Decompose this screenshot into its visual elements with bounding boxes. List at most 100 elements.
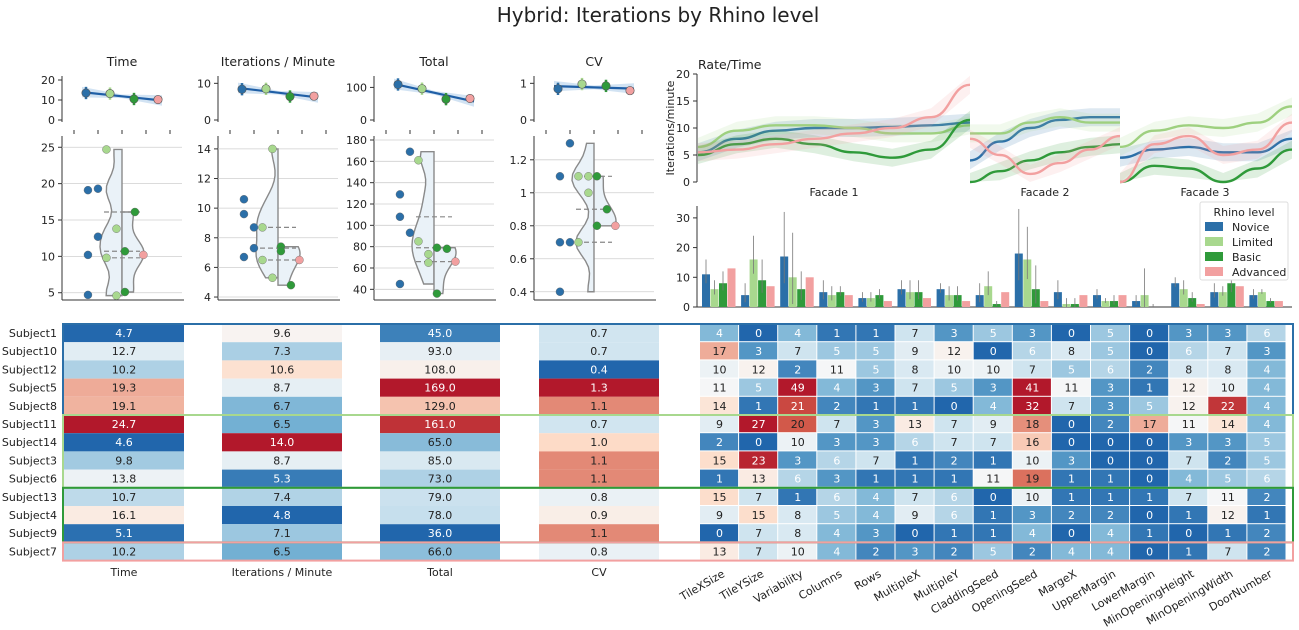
metric-cell bbox=[64, 342, 184, 361]
mean-point-limited bbox=[417, 84, 427, 94]
param-cell-value: 3 bbox=[872, 436, 879, 449]
param-cell-value: 5 bbox=[1263, 436, 1270, 449]
param-cell bbox=[934, 415, 973, 433]
param-cell-value: 6 bbox=[1107, 363, 1114, 376]
param-cell bbox=[1169, 415, 1208, 433]
param-cell bbox=[1091, 433, 1130, 451]
param-cell bbox=[1051, 342, 1090, 360]
bar-limited bbox=[827, 295, 836, 307]
param-cell bbox=[856, 487, 895, 505]
y-tick-label: 140 bbox=[346, 177, 367, 190]
param-cell bbox=[1012, 360, 1051, 378]
metric-cell-value: 5.1 bbox=[115, 527, 133, 540]
rate-y-tick-label: 20 bbox=[676, 68, 690, 81]
param-cell-value: 0 bbox=[1146, 454, 1153, 467]
param-column-label: TileXSize bbox=[677, 567, 727, 604]
y-tick-label: 20 bbox=[41, 178, 55, 191]
mean-point-novice bbox=[393, 79, 403, 89]
param-cell bbox=[1012, 324, 1051, 342]
point-novice bbox=[555, 287, 565, 296]
line-basic bbox=[1119, 148, 1293, 184]
subject-label: Subject4 bbox=[9, 509, 57, 522]
param-cell bbox=[1208, 342, 1247, 360]
param-cell bbox=[739, 415, 778, 433]
point-advanced bbox=[139, 250, 148, 260]
bar-advanced bbox=[766, 286, 775, 307]
param-cell-value: 18 bbox=[1025, 418, 1039, 431]
point-limited bbox=[584, 172, 593, 181]
param-cell-value: 1 bbox=[990, 509, 997, 522]
param-cell-value: 1 bbox=[1185, 509, 1192, 522]
param-cell bbox=[1130, 487, 1169, 505]
param-cell bbox=[1051, 378, 1090, 396]
point-novice bbox=[405, 228, 415, 238]
param-cell bbox=[1051, 360, 1090, 378]
metric-cell-value: 1.1 bbox=[590, 527, 608, 540]
param-cell bbox=[1130, 433, 1169, 451]
metric-cell bbox=[64, 433, 184, 452]
param-cell-value: 6 bbox=[1185, 345, 1192, 358]
param-cell-value: 1 bbox=[912, 473, 919, 486]
violin-left-half bbox=[99, 148, 123, 297]
bar-basic bbox=[1266, 301, 1275, 307]
mean-point-limited bbox=[577, 79, 587, 89]
metric-cell-value: 24.7 bbox=[112, 418, 137, 431]
param-cell-value: 1 bbox=[1107, 491, 1114, 504]
point-basic bbox=[432, 243, 442, 252]
metric-cell-value: 10.2 bbox=[112, 545, 137, 558]
metric-cell-value: 16.1 bbox=[112, 509, 137, 522]
mean-point-basic bbox=[285, 92, 295, 102]
subject-label: Subject1 bbox=[9, 327, 57, 340]
param-cell-value: 7 bbox=[833, 418, 840, 431]
metric-cell-value: 4.6 bbox=[115, 436, 133, 449]
param-cell bbox=[895, 360, 934, 378]
param-cell-value: 4 bbox=[833, 527, 840, 540]
param-cell-value: 3 bbox=[951, 327, 958, 340]
param-cell-value: 10 bbox=[1025, 491, 1039, 504]
mean-point-advanced bbox=[465, 93, 475, 103]
param-cell-value: 1 bbox=[872, 473, 879, 486]
param-cell-value: 5 bbox=[755, 382, 762, 395]
param-cell-value: 41 bbox=[1025, 382, 1039, 395]
param-cell bbox=[1247, 506, 1286, 524]
param-cell-value: 3 bbox=[833, 473, 840, 486]
subject-label: Subject14 bbox=[2, 436, 57, 449]
param-cell bbox=[1012, 469, 1051, 487]
param-cell bbox=[817, 415, 856, 433]
y-tick-label: 6 bbox=[204, 261, 211, 274]
metric-cell bbox=[380, 469, 500, 488]
param-cell-value: 0 bbox=[1146, 345, 1153, 358]
param-cell bbox=[895, 487, 934, 505]
param-cell-value: 0 bbox=[1068, 527, 1075, 540]
line-advanced bbox=[969, 134, 1121, 176]
param-cell bbox=[856, 542, 895, 560]
bar-basic bbox=[1227, 283, 1236, 307]
param-cell bbox=[973, 469, 1012, 487]
regression-line bbox=[393, 82, 475, 103]
point-novice bbox=[555, 172, 565, 181]
param-cell-value: 5 bbox=[1068, 363, 1075, 376]
point-novice bbox=[83, 290, 93, 300]
param-cell bbox=[1130, 542, 1169, 560]
bar-limited bbox=[749, 259, 758, 307]
violin-right-half bbox=[277, 245, 301, 286]
param-cell-value: 2 bbox=[1146, 363, 1153, 376]
param-cell bbox=[1130, 342, 1169, 360]
metric-cell-value: 36.0 bbox=[428, 527, 453, 540]
top-y-tick-label: 0 bbox=[360, 114, 367, 127]
mean-point-advanced bbox=[309, 91, 319, 101]
param-cell bbox=[1012, 342, 1051, 360]
bar-limited bbox=[1179, 289, 1188, 307]
param-cell-value: 8 bbox=[912, 363, 919, 376]
param-cell bbox=[1012, 451, 1051, 469]
param-cell bbox=[1208, 506, 1247, 524]
param-cell-value: 1 bbox=[1263, 509, 1270, 522]
param-cell bbox=[700, 360, 739, 378]
metric-cell bbox=[64, 469, 184, 488]
param-cell bbox=[778, 360, 817, 378]
point-limited bbox=[102, 145, 111, 154]
metric-cell-value: 7.4 bbox=[273, 491, 291, 504]
param-cell bbox=[739, 360, 778, 378]
param-cell-value: 11 bbox=[1182, 418, 1196, 431]
point-limited bbox=[584, 188, 593, 197]
